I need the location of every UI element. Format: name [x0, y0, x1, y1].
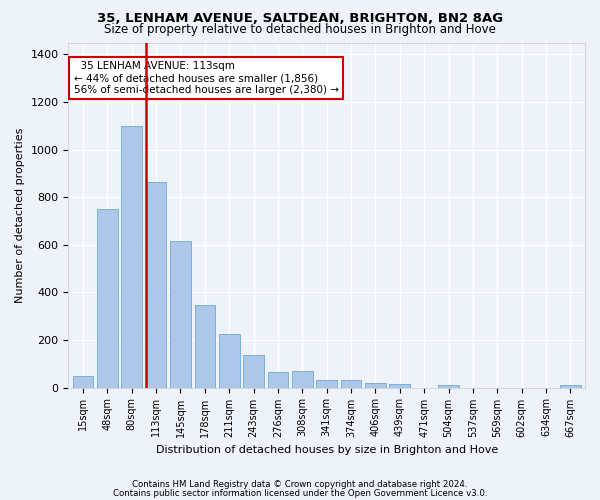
Bar — [219, 334, 239, 388]
Bar — [194, 306, 215, 388]
Bar — [268, 372, 289, 388]
X-axis label: Distribution of detached houses by size in Brighton and Hove: Distribution of detached houses by size … — [155, 445, 498, 455]
Bar — [316, 380, 337, 388]
Text: Size of property relative to detached houses in Brighton and Hove: Size of property relative to detached ho… — [104, 22, 496, 36]
Y-axis label: Number of detached properties: Number of detached properties — [15, 128, 25, 302]
Bar — [560, 384, 581, 388]
Text: Contains public sector information licensed under the Open Government Licence v3: Contains public sector information licen… — [113, 488, 487, 498]
Bar — [341, 380, 361, 388]
Bar — [389, 384, 410, 388]
Bar — [438, 384, 459, 388]
Bar — [170, 241, 191, 388]
Text: 35, LENHAM AVENUE, SALTDEAN, BRIGHTON, BN2 8AG: 35, LENHAM AVENUE, SALTDEAN, BRIGHTON, B… — [97, 12, 503, 24]
Bar — [365, 383, 386, 388]
Bar — [73, 376, 94, 388]
Bar — [97, 209, 118, 388]
Bar — [243, 356, 264, 388]
Bar — [292, 371, 313, 388]
Bar — [146, 182, 166, 388]
Text: 35 LENHAM AVENUE: 113sqm
← 44% of detached houses are smaller (1,856)
56% of sem: 35 LENHAM AVENUE: 113sqm ← 44% of detach… — [74, 62, 338, 94]
Bar — [121, 126, 142, 388]
Text: Contains HM Land Registry data © Crown copyright and database right 2024.: Contains HM Land Registry data © Crown c… — [132, 480, 468, 489]
